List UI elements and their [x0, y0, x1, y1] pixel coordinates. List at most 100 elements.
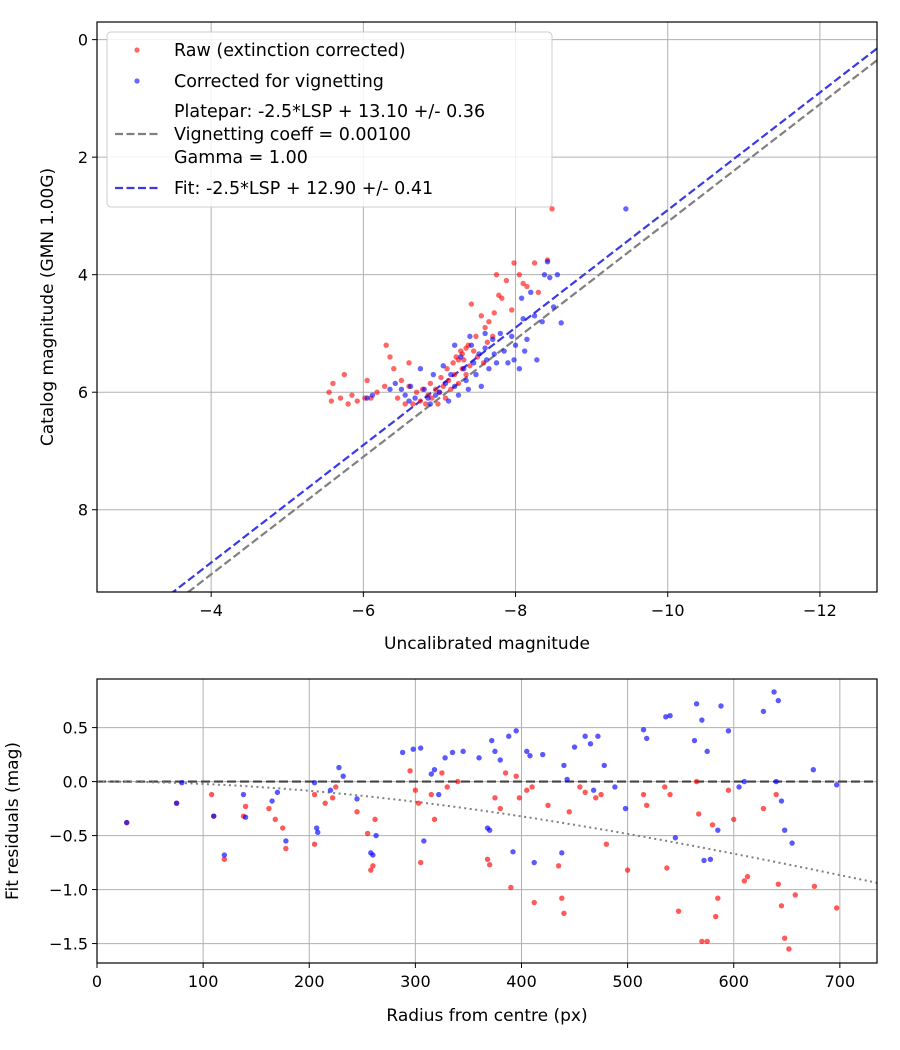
raw-point	[349, 392, 355, 398]
residual-corrected-point	[506, 733, 512, 739]
raw-point	[413, 389, 420, 395]
residual-corrected-point	[707, 856, 714, 863]
residual-raw-point	[329, 795, 336, 801]
residual-raw-point	[502, 770, 509, 776]
residual-corrected-point	[622, 805, 629, 812]
residual-raw-point	[497, 805, 503, 812]
residual-corrected-point	[173, 800, 180, 806]
magnitude-chart: −4 −6 −8 −10 −12 0 2 4 6 8 Uncalibrated magnitude…	[38, 21, 878, 654]
residual-raw-point	[712, 913, 719, 920]
bottom-ylabel: Fit residuals (mag)	[3, 742, 23, 900]
raw-point	[391, 366, 397, 372]
residual-corrected-point	[124, 819, 130, 826]
residual-raw-point	[566, 809, 572, 815]
corrected-point	[482, 330, 488, 337]
residual-raw-point	[428, 791, 434, 798]
raw-point	[499, 295, 505, 301]
residual-corrected-point	[582, 733, 588, 739]
residual-corrected-point	[699, 717, 705, 723]
bottom-ytick-label: −1.5	[49, 935, 88, 954]
corrected-point	[524, 336, 530, 343]
corrected-point	[521, 348, 528, 354]
top-scatter-points	[326, 206, 629, 407]
corrected-point	[392, 380, 399, 387]
raw-point	[330, 380, 336, 387]
corrected-point	[442, 380, 449, 387]
residual-raw-point	[664, 865, 670, 871]
corrected-point	[387, 386, 393, 392]
corrected-point	[512, 342, 519, 348]
corrected-point	[478, 383, 484, 390]
top-xtick-label: −12	[803, 601, 837, 620]
residual-corrected-point	[601, 762, 607, 769]
residual-corrected-point	[373, 832, 379, 839]
raw-point	[473, 333, 479, 340]
residual-corrected-point	[778, 798, 785, 804]
residual-corrected-point	[704, 748, 710, 755]
raw-point	[451, 371, 458, 378]
residual-corrected-point	[221, 852, 228, 858]
residual-raw-point	[372, 816, 378, 823]
corrected-point	[483, 357, 490, 363]
residual-corrected-point	[833, 782, 840, 788]
raw-point	[549, 206, 555, 212]
raw-point	[402, 401, 408, 407]
residual-corrected-point	[340, 773, 346, 779]
corrected-point	[544, 259, 551, 265]
residual-corrected-point	[771, 689, 777, 695]
residual-raw-point	[242, 803, 249, 810]
residual-corrected-point	[693, 701, 700, 707]
corrected-point	[412, 395, 418, 401]
residual-corrected-point	[781, 827, 788, 833]
residual-corrected-point	[587, 741, 594, 747]
corrected-point	[445, 398, 452, 404]
residual-raw-point	[322, 800, 328, 806]
raw-point	[406, 360, 412, 366]
residual-corrected-point	[460, 748, 466, 755]
residual-corrected-point	[595, 733, 601, 739]
corrected-point	[406, 398, 412, 404]
corrected-point	[465, 386, 472, 392]
corrected-point	[473, 371, 479, 378]
residual-corrected-point	[311, 779, 318, 786]
bottom-xtick-label: 600	[718, 972, 749, 991]
residual-raw-point	[773, 791, 779, 798]
corrected-point	[518, 295, 525, 301]
raw-point	[423, 401, 429, 407]
corrected-point	[486, 366, 492, 372]
bottom-xlabel: Radius from centre (px)	[386, 1006, 587, 1026]
corrected-point	[458, 354, 464, 360]
residual-corrected-point	[612, 784, 618, 790]
residual-raw-point	[283, 845, 289, 852]
raw-point	[486, 318, 492, 325]
residual-corrected-point	[476, 755, 482, 761]
residual-corrected-point	[442, 755, 448, 761]
raw-point	[444, 366, 450, 372]
corrected-point	[425, 395, 431, 401]
residual-corrected-point	[417, 745, 424, 751]
bottom-ticks: 0 100 200 300 400 500 600 700 0.5 0.0 −0.5 −1.0 −1.5	[49, 719, 855, 991]
bottom-xtick-label: 100	[188, 972, 219, 991]
residual-raw-point	[561, 910, 567, 917]
top-xlabel: Uncalibrated magnitude	[384, 634, 590, 654]
residual-corrected-point	[410, 746, 416, 752]
residuals-chart: 0 100 200 300 400 500 600 700 0.5 0.0 −0.5 −1.0 −1.5…	[3, 678, 878, 1026]
residual-corrected-point	[715, 827, 721, 833]
residual-raw-point	[786, 946, 792, 952]
residual-corrected-point	[725, 728, 732, 734]
residual-raw-point	[484, 856, 491, 863]
residual-corrected-point	[428, 771, 434, 777]
residual-raw-point	[272, 816, 278, 823]
residual-corrected-point	[561, 762, 567, 769]
residual-corrected-point	[667, 713, 673, 719]
raw-point	[435, 401, 441, 407]
raw-point	[535, 289, 542, 296]
top-legend: Raw (extinction corrected) Corrected for…	[106, 31, 553, 208]
residual-corrected-point	[179, 779, 185, 786]
residual-raw-point	[725, 787, 732, 793]
residual-raw-point	[492, 795, 498, 801]
corrected-point	[417, 366, 424, 372]
residual-raw-point	[644, 802, 650, 809]
residual-corrected-point	[531, 859, 537, 866]
residual-raw-point	[508, 884, 514, 891]
